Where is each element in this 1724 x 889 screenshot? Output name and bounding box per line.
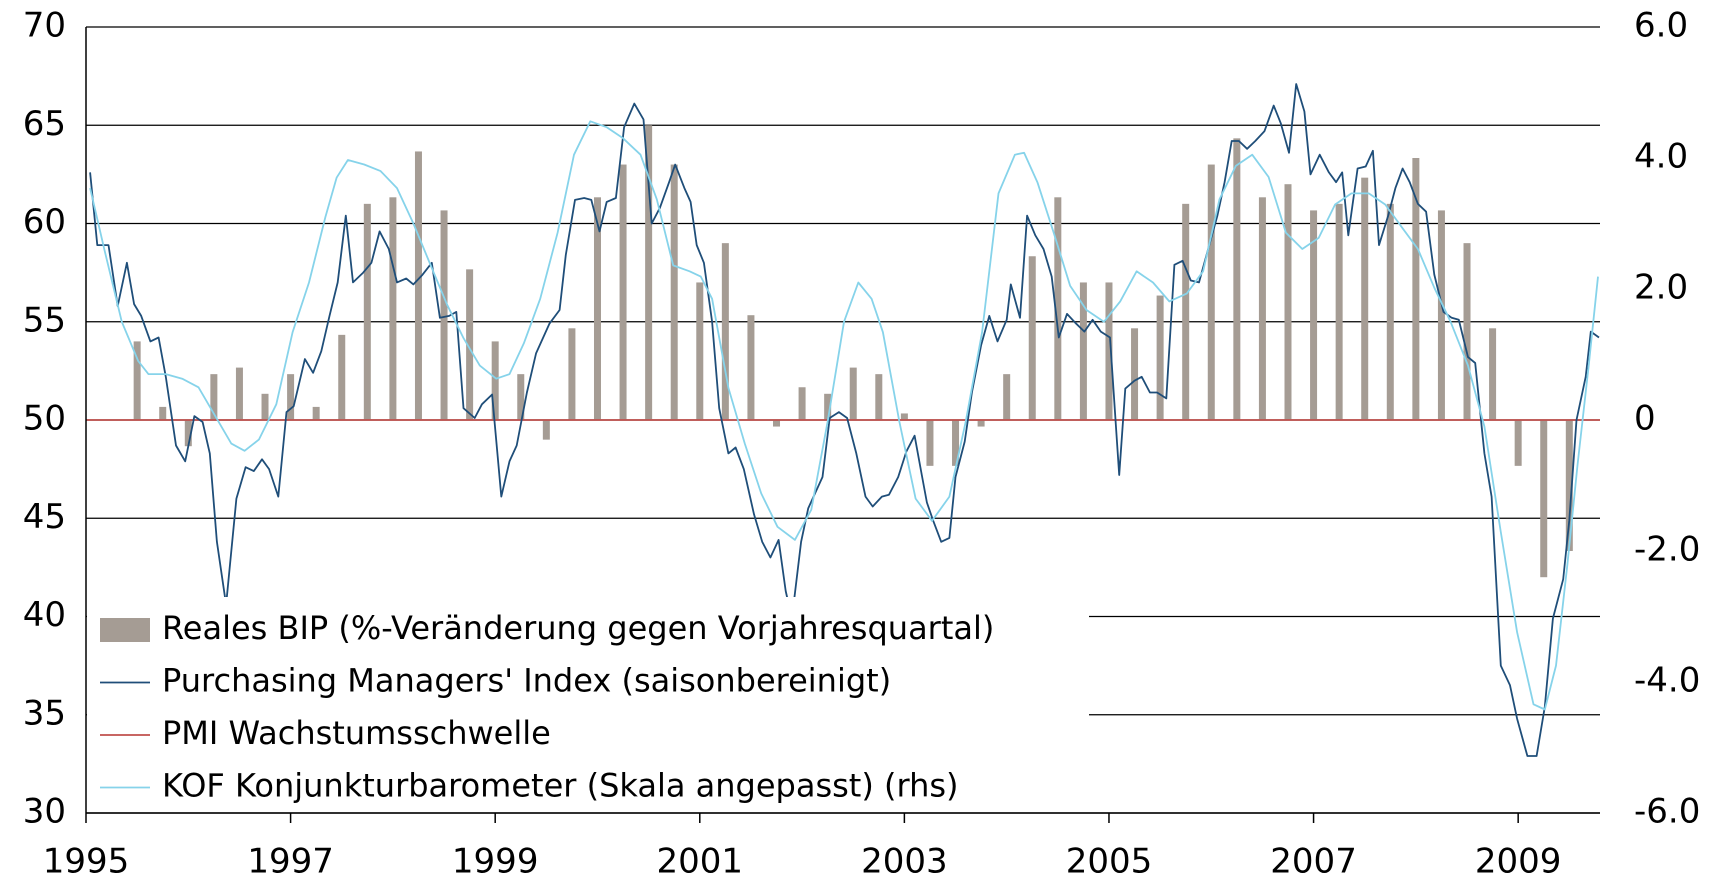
plot-area: [86, 83, 1600, 757]
legend: Reales BIP (%-Veränderung gegen Vorjahre…: [87, 597, 1089, 812]
bar: [261, 393, 269, 420]
y-tick-label: 60: [23, 202, 66, 242]
bar: [798, 387, 806, 420]
bar: [440, 210, 448, 420]
bar: [747, 315, 755, 420]
bar: [1258, 197, 1266, 420]
bar: [1003, 374, 1011, 420]
bar: [312, 406, 320, 420]
bar: [1054, 197, 1062, 420]
y-tick-label: 55: [23, 300, 66, 340]
x-tick-label: 1997: [247, 842, 334, 882]
axes: 30 35 40 45 50 55 60 65 70 -6.0 -4.0 -2.0 0 2.0 4.0 6.0…: [23, 6, 1701, 882]
y-tick-label: 35: [23, 693, 66, 733]
x-tick-label: 2005: [1066, 842, 1153, 882]
bar: [619, 164, 627, 420]
y-tick-label: 30: [23, 792, 66, 832]
y-tick-label: 40: [23, 595, 66, 635]
bar: [159, 406, 167, 420]
bar: [1233, 138, 1241, 420]
bar: [210, 374, 218, 420]
bar: [1182, 203, 1190, 420]
bar: [1437, 210, 1445, 420]
bar: [1386, 203, 1394, 420]
x-tick-label: 2009: [1475, 842, 1562, 882]
x-tick-label: 1999: [452, 842, 539, 882]
y2-tick-label: -6.0: [1634, 792, 1700, 832]
bar: [338, 334, 346, 420]
bar: [1156, 295, 1164, 420]
legend-swatch: [100, 618, 150, 642]
bar: [977, 420, 985, 427]
bar: [568, 328, 576, 420]
bar: [235, 367, 243, 420]
y-tick-label: 70: [23, 6, 66, 46]
bar: [875, 374, 883, 420]
bar: [1310, 210, 1318, 420]
bar: [900, 413, 908, 420]
bar: [824, 393, 832, 420]
y2-tick-label: 0: [1634, 399, 1656, 439]
bar: [414, 151, 422, 420]
bar: [287, 374, 295, 420]
x-tick-label: 2001: [657, 842, 744, 882]
bar: [1105, 282, 1113, 420]
bar: [1335, 203, 1343, 420]
bar: [1079, 282, 1087, 420]
bar: [133, 341, 141, 420]
x-tick-label: 2003: [861, 842, 948, 882]
bar: [1565, 420, 1573, 551]
bar: [593, 197, 601, 420]
bar: [491, 341, 499, 420]
bar: [721, 243, 729, 420]
bar: [1361, 177, 1369, 420]
y-tick-label: 65: [23, 104, 66, 144]
bar: [670, 164, 678, 420]
legend-label: Reales BIP (%-Veränderung gegen Vorjahre…: [162, 609, 994, 647]
y2-tick-label: -4.0: [1634, 661, 1700, 701]
bar: [1540, 420, 1548, 578]
bar: [1131, 328, 1139, 420]
bar: [696, 282, 704, 420]
bar: [184, 420, 192, 447]
bar: [1463, 243, 1471, 420]
y-tick-label: 45: [23, 497, 66, 537]
bar: [517, 374, 525, 420]
bar: [389, 197, 397, 420]
x-tick-label: 2007: [1270, 842, 1357, 882]
legend-label: KOF Konjunkturbarometer (Skala angepasst…: [162, 767, 959, 805]
legend-box: [87, 597, 1089, 812]
bar: [952, 420, 960, 466]
bar: [1284, 184, 1292, 420]
line: [89, 83, 1600, 757]
y-tick-label: 50: [23, 399, 66, 439]
legend-label: PMI Wachstumsschwelle: [162, 714, 551, 752]
bar: [849, 367, 857, 420]
bar: [363, 203, 371, 420]
y2-tick-label: -2.0: [1634, 530, 1700, 570]
bar: [1028, 256, 1036, 420]
y2-tick-label: 4.0: [1634, 137, 1688, 177]
bar: [466, 269, 474, 420]
bar: [926, 420, 934, 466]
y2-tick-label: 2.0: [1634, 268, 1688, 308]
y2-tick-label: 6.0: [1634, 6, 1688, 46]
bar: [1412, 158, 1420, 420]
legend-label: Purchasing Managers' Index (saisonberein…: [162, 662, 891, 700]
bar: [1207, 164, 1215, 420]
x-tick-label: 1995: [43, 842, 130, 882]
bar: [1489, 328, 1497, 420]
bar: [645, 125, 653, 420]
bar: [773, 420, 781, 427]
line: [89, 120, 1599, 711]
bar: [542, 420, 550, 440]
bar: [1514, 420, 1522, 466]
